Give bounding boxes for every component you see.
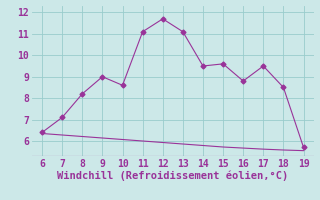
X-axis label: Windchill (Refroidissement éolien,°C): Windchill (Refroidissement éolien,°C) [57,170,288,181]
